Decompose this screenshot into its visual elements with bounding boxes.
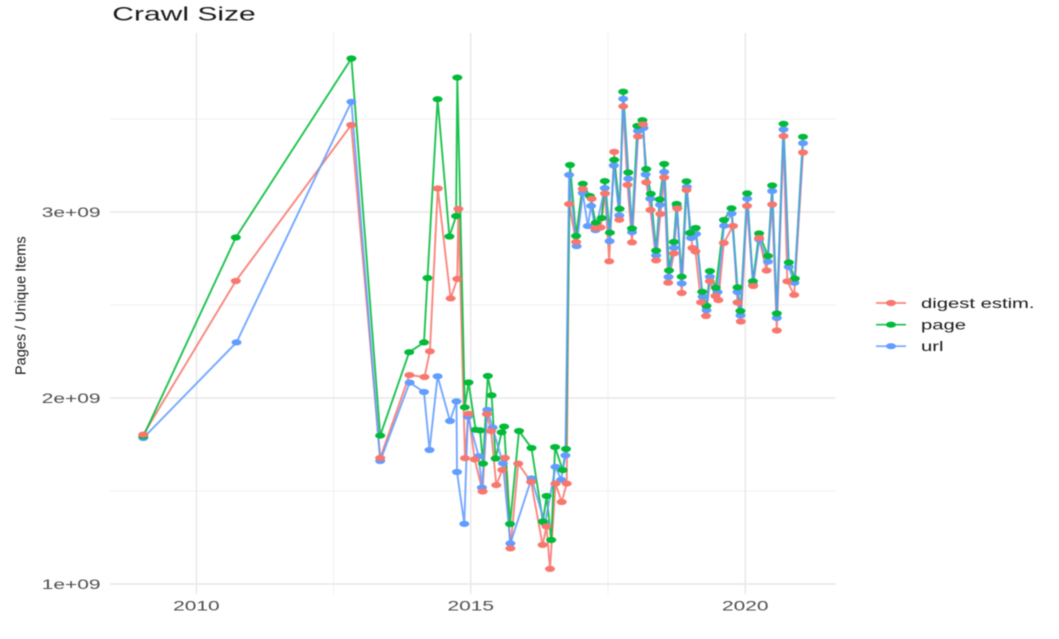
svg-text:2010: 2010 bbox=[173, 598, 220, 613]
svg-text:2015: 2015 bbox=[448, 598, 495, 613]
svg-text:Crawl Size: Crawl Size bbox=[112, 4, 255, 25]
svg-text:1e+09: 1e+09 bbox=[42, 577, 101, 592]
svg-text:page: page bbox=[921, 317, 966, 333]
svg-text:3e+09: 3e+09 bbox=[42, 205, 101, 220]
svg-text:2e+09: 2e+09 bbox=[42, 391, 101, 406]
svg-text:2020: 2020 bbox=[722, 598, 769, 613]
svg-text:url: url bbox=[921, 338, 943, 354]
svg-text:digest estim.: digest estim. bbox=[921, 295, 1035, 311]
svg-text:Pages / Unique Items: Pages / Unique Items bbox=[13, 236, 29, 375]
